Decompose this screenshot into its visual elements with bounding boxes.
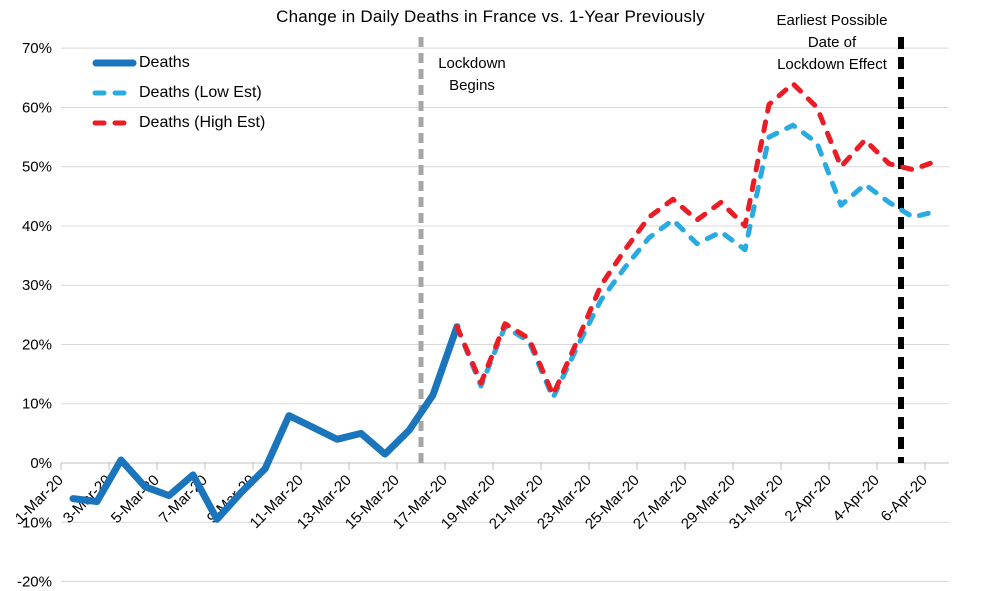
y-axis-tick-label: 40%: [22, 218, 52, 235]
y-axis-tick-label: 10%: [22, 396, 52, 413]
series-line-0: [69, 323, 461, 523]
x-axis-tick-label: 6-Apr-20: [878, 472, 931, 525]
chart-title: Change in Daily Deaths in France vs. 1-Y…: [276, 7, 705, 26]
legend-label-deaths-high: Deaths (High Est): [139, 114, 266, 131]
lockdown-begins-annotation: Lockdown Begins: [438, 55, 506, 94]
deaths-line-swatch-icon: [92, 59, 137, 67]
x-axis-tick-label: 4-Apr-20: [830, 472, 883, 525]
legend-item-deaths-low: Deaths (Low Est): [91, 78, 265, 108]
y-axis-tick-label: 20%: [22, 336, 52, 353]
legend: Deaths Deaths (Low Est) Deaths (High Est…: [91, 48, 265, 138]
deaths-high-line-swatch-icon: [92, 120, 138, 126]
y-axis-tick-label: 30%: [22, 277, 52, 294]
earliest-lockdown-effect-annotation: Earliest Possible Date of Lockdown Effec…: [776, 12, 888, 73]
legend-item-deaths: Deaths: [91, 48, 265, 78]
series-line-2: [454, 81, 940, 398]
y-axis-tick-label: 50%: [22, 159, 52, 176]
legend-item-deaths-high: Deaths (High Est): [91, 108, 265, 138]
y-axis-tick-label: -10%: [17, 514, 52, 531]
y-axis-tick-label: -20%: [17, 574, 52, 591]
y-axis-tick-label: 60%: [22, 99, 52, 116]
deaths-low-line-swatch-icon: [92, 90, 138, 96]
y-axis-tick-label: 0%: [30, 455, 52, 472]
series-line-1: [454, 122, 940, 401]
y-axis-tick-label: 70%: [22, 40, 52, 57]
legend-label-deaths-low: Deaths (Low Est): [139, 84, 262, 101]
legend-label-deaths: Deaths: [139, 54, 190, 71]
x-axis-tick-label: 2-Apr-20: [782, 472, 835, 525]
